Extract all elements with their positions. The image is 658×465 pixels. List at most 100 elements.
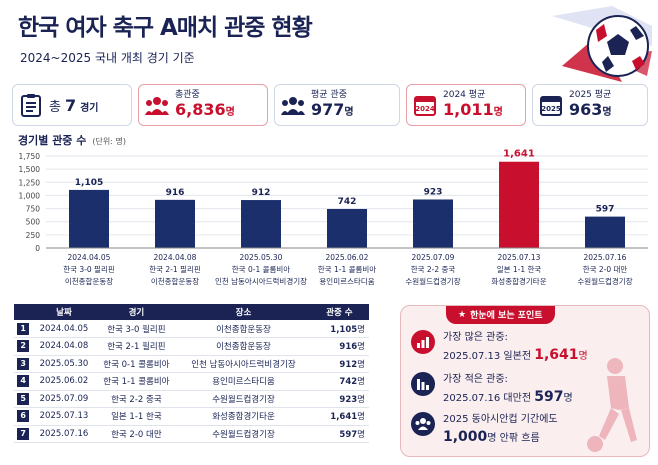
card-unit: 명 xyxy=(225,107,235,119)
bar-value-label: 916 xyxy=(166,188,185,198)
x-tick-date: 2025.06.02 xyxy=(326,253,369,262)
y-tick-label: 750 xyxy=(26,205,41,214)
card-unit: 경기 xyxy=(80,102,99,114)
bar xyxy=(499,161,539,248)
page-title: 한국 여자 축구 A매치 관중 현황 xyxy=(18,15,313,41)
point-unit: 명 안팎 흐름 xyxy=(487,433,540,444)
star-icon: ★ xyxy=(458,309,467,320)
y-tick-label: 0 xyxy=(35,244,40,253)
cell-count: 916명 xyxy=(309,337,369,356)
cell-venue: 이천종합운동장 xyxy=(177,320,310,338)
x-tick-date: 2024.04.05 xyxy=(68,253,111,262)
row-number: 2 xyxy=(17,340,30,353)
count-unit: 명 xyxy=(357,394,365,405)
bar-value-label: 1,641 xyxy=(503,149,535,160)
bar xyxy=(241,200,281,248)
y-tick-label: 1,250 xyxy=(19,178,41,187)
cell-date: 2025.07.16 xyxy=(32,425,96,443)
card-value: 6,836 xyxy=(175,100,226,120)
point-detail: 2025.07.13 일본전 xyxy=(443,351,535,362)
x-tick-date: 2025.07.13 xyxy=(498,253,541,262)
x-tick-venue: 용인미르스타디움 xyxy=(319,276,374,286)
cell-match: 한국 3-0 필리핀 xyxy=(95,320,178,338)
row-number: 6 xyxy=(17,410,30,423)
card-value: 7 xyxy=(64,95,77,115)
table-row: 3 2025.05.30 한국 0-1 콜롬비아 인천 남동아시아드럭비경기장 912명 xyxy=(14,355,369,373)
card-2024-average: 2024 2024 평균 1,011명 xyxy=(406,84,526,126)
header-date: 날짜 xyxy=(32,304,96,320)
x-tick-venue: 이천종합운동장 xyxy=(151,276,199,286)
cell-match: 일본 1-1 한국 xyxy=(95,407,178,426)
point-least: 가장 적은 관중: 2025.07.16 대만전 597명 xyxy=(411,372,573,408)
count-value: 912 xyxy=(339,359,358,370)
card-unit: 명 xyxy=(344,107,354,119)
count-value: 1,641 xyxy=(330,412,358,423)
header-venue: 장소 xyxy=(177,304,310,320)
point-label: 2025 동아시안컵 기간에도 xyxy=(443,414,558,425)
panel-badge: ★ 한눈에 보는 포인트 xyxy=(446,306,555,324)
point-value: 1,000 xyxy=(443,429,488,445)
cell-date: 2025.07.13 xyxy=(32,407,96,426)
bar xyxy=(69,189,109,248)
count-value: 923 xyxy=(339,394,358,405)
header-match: 경기 xyxy=(95,304,178,320)
bar xyxy=(413,199,453,248)
cell-date: 2024.04.05 xyxy=(32,320,96,338)
cell-venue: 인천 남동아시아드럭비경기장 xyxy=(177,355,310,373)
point-most: 가장 많은 관중: 2025.07.13 일본전 1,641명 xyxy=(411,330,588,366)
x-tick-match: 한국 3-0 필리핀 xyxy=(63,264,115,274)
table-row: 4 2025.06.02 한국 1-1 콜롬비아 용인미르스타디움 742명 xyxy=(14,372,369,391)
row-index: 1 xyxy=(14,320,33,338)
x-tick-match: 한국 1-1 콜롬비아 xyxy=(318,264,377,274)
x-tick-date: 2025.07.16 xyxy=(584,253,627,262)
row-index: 2 xyxy=(14,337,33,356)
crowd-icon xyxy=(145,93,169,117)
x-tick-date: 2024.04.08 xyxy=(154,253,197,262)
row-number: 3 xyxy=(17,357,30,370)
row-number: 4 xyxy=(17,375,30,388)
bar-value-label: 597 xyxy=(596,205,615,215)
count-unit: 명 xyxy=(357,429,365,440)
card-average-attendance: 평균 관중 977명 xyxy=(274,84,400,126)
cell-match: 한국 1-1 콜롬비아 xyxy=(95,372,178,391)
bar xyxy=(155,199,195,248)
card-value: 977 xyxy=(311,100,345,120)
bar xyxy=(327,208,367,248)
table-row: 2 2024.04.08 한국 2-1 필리핀 이천종합운동장 916명 xyxy=(14,337,369,356)
table-header-row: 날짜 경기 장소 관중 수 xyxy=(14,304,369,320)
x-tick-venue: 수원월드컵경기장 xyxy=(405,276,460,286)
bar-value-label: 923 xyxy=(424,187,443,197)
page-subtitle: 2024~2025 국내 개최 경기 기준 xyxy=(20,51,195,65)
cell-venue: 화성종합경기타운 xyxy=(177,407,310,426)
point-unit: 명 xyxy=(578,351,588,362)
bar-value-label: 1,105 xyxy=(75,178,103,188)
soccer-player-icon xyxy=(587,358,637,452)
cell-venue: 수원월드컵경기장 xyxy=(177,425,310,443)
card-label: 2024 평균 xyxy=(443,90,486,101)
attendance-bar-chart: 0 250 500 750 1,000 1,250 1,500 1,750 1,105 2024.… xyxy=(19,149,648,286)
point-value: 1,641 xyxy=(534,347,579,363)
cell-count: 1,641명 xyxy=(309,407,369,426)
x-tick-date: 2025.07.09 xyxy=(412,253,455,262)
cell-count: 923명 xyxy=(309,390,369,408)
chart-title: 경기별 관중 수 xyxy=(18,134,87,147)
count-unit: 명 xyxy=(357,412,365,423)
cell-count: 597명 xyxy=(309,425,369,443)
clipboard-icon xyxy=(19,93,43,117)
x-tick-venue: 이천종합운동장 xyxy=(65,276,113,286)
bar-value-label: 742 xyxy=(338,197,357,207)
svg-text:2025: 2025 xyxy=(541,105,561,113)
table-row: 7 2025.07.16 한국 2-0 대만 수원월드컵경기장 597명 xyxy=(14,425,369,443)
row-index: 3 xyxy=(14,355,33,373)
row-index: 6 xyxy=(14,407,33,426)
card-unit: 명 xyxy=(493,107,503,119)
point-unit: 명 xyxy=(563,393,573,404)
point-detail: 2025.07.16 대만전 xyxy=(443,393,535,404)
card-label: 2025 평균 xyxy=(569,90,612,101)
attendance-table: 날짜 경기 장소 관중 수 1 2024.04.05 한국 3-0 필리핀 이천종합운… xyxy=(14,304,369,443)
calendar-2024-icon: 2024 xyxy=(413,93,437,117)
point-label: 가장 많은 관중: xyxy=(443,332,508,343)
x-tick-venue: 화성종합경기타운 xyxy=(491,276,546,286)
y-tick-label: 500 xyxy=(26,218,41,227)
cell-date: 2025.07.09 xyxy=(32,390,96,408)
